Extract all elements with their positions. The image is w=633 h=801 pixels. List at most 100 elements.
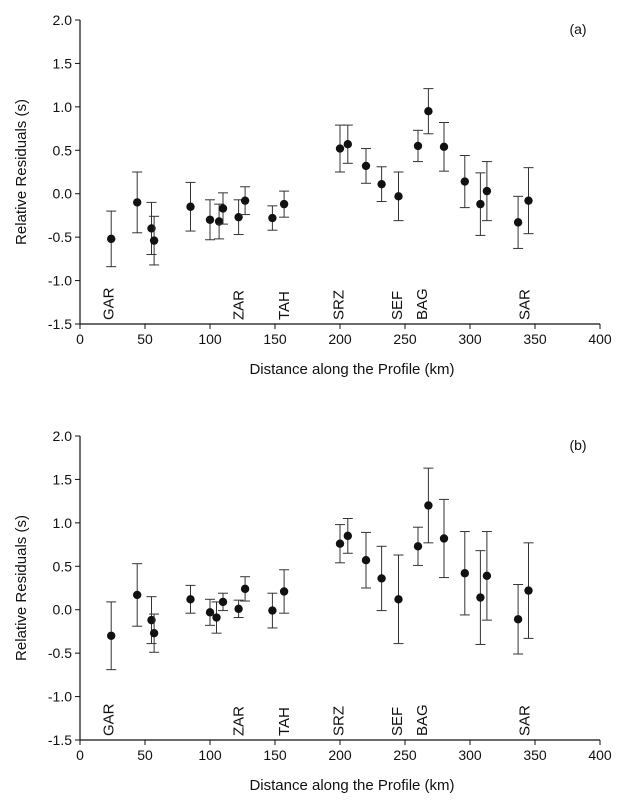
- data-point: [475, 550, 486, 645]
- panel-label: (b): [569, 437, 586, 453]
- data-point: [481, 161, 492, 222]
- point-marker: [205, 608, 215, 617]
- data-point: [393, 171, 404, 222]
- x-axis-label: Distance along the Profile (km): [249, 777, 454, 794]
- y-tick-label: -1.0: [48, 273, 72, 289]
- point-marker: [335, 539, 345, 548]
- data-point: [413, 129, 423, 163]
- point-marker: [513, 218, 523, 227]
- data-point: [423, 467, 434, 544]
- point-marker: [240, 196, 250, 205]
- point-marker: [394, 595, 403, 604]
- data-point: [267, 592, 278, 629]
- point-marker: [460, 177, 469, 186]
- station-label-sef: SEF: [389, 291, 406, 320]
- x-tick-label: 100: [198, 331, 222, 347]
- data-point: [439, 121, 449, 172]
- point-marker: [234, 212, 243, 222]
- station-label-srz: SRZ: [331, 706, 348, 736]
- point-marker: [413, 141, 423, 151]
- y-tick-label: 0.0: [53, 186, 73, 202]
- point-marker: [214, 217, 224, 226]
- data-point: [146, 201, 157, 256]
- data-point: [240, 186, 251, 216]
- data-point: [267, 205, 278, 231]
- point-marker: [482, 186, 492, 196]
- data-point: [513, 584, 524, 655]
- data-point: [376, 545, 387, 612]
- y-tick-label: 1.5: [53, 55, 73, 71]
- point-marker: [361, 161, 371, 171]
- point-marker: [107, 631, 116, 640]
- y-tick-label: -1.0: [48, 689, 72, 705]
- point-marker: [460, 569, 469, 578]
- y-tick-label: 2.0: [53, 12, 73, 28]
- station-label-srz: SRZ: [331, 290, 348, 320]
- point-marker: [212, 613, 221, 622]
- station-label-tah: TAH: [276, 291, 293, 320]
- point-marker: [513, 615, 523, 624]
- point-marker: [343, 531, 352, 541]
- point-marker: [218, 597, 228, 607]
- station-label-zar: ZAR: [231, 706, 248, 736]
- chart-panel-b: -1.5 -1.0 -0.5 0.0 0.5 1.0 1.5 2.0 0 50 100 150 200 2…: [13, 428, 612, 794]
- data-point: [211, 601, 222, 634]
- data-point: [439, 498, 449, 579]
- y-tick-label: -0.5: [48, 229, 72, 245]
- data-point: [342, 124, 353, 164]
- y-tick-label: -1.5: [48, 732, 72, 748]
- data-point: [361, 531, 371, 589]
- panel-label: (a): [569, 21, 586, 37]
- data-point: [475, 172, 486, 236]
- data-point: [149, 613, 160, 653]
- x-tick-label: 400: [588, 331, 612, 347]
- point-marker: [413, 542, 423, 551]
- station-label-sef: SEF: [389, 707, 406, 736]
- data-point: [132, 171, 143, 234]
- data-point: [279, 190, 290, 218]
- x-tick-label: 300: [458, 747, 482, 763]
- data-point: [106, 210, 117, 268]
- point-marker: [279, 199, 289, 209]
- data-point: [132, 563, 143, 627]
- y-tick-label: 0.5: [53, 558, 73, 574]
- x-tick-label: 350: [523, 747, 547, 763]
- x-tick-label: 350: [523, 331, 547, 347]
- point-marker: [149, 236, 159, 245]
- point-marker: [476, 593, 485, 602]
- y-tick-label: 0.5: [53, 142, 73, 158]
- point-marker: [268, 606, 277, 615]
- point-marker: [218, 204, 228, 213]
- point-marker: [133, 590, 142, 600]
- data-point: [523, 542, 534, 639]
- point-marker: [186, 595, 195, 604]
- data-point: [423, 88, 434, 135]
- data-point: [279, 569, 290, 614]
- y-tick-label: -1.5: [48, 316, 72, 332]
- station-label-bag: BAG: [414, 704, 431, 736]
- point-marker: [394, 192, 403, 201]
- point-marker: [133, 198, 142, 207]
- x-tick-label: 200: [328, 331, 352, 347]
- data-point: [335, 524, 345, 564]
- data-point: [240, 576, 251, 602]
- x-tick-label: 50: [137, 747, 153, 763]
- data-point: [218, 592, 228, 612]
- data-point: [459, 154, 470, 209]
- data-point: [205, 598, 215, 626]
- x-tick-label: 50: [137, 331, 153, 347]
- point-marker: [240, 584, 250, 594]
- point-marker: [524, 196, 533, 205]
- y-tick-label: 2.0: [53, 428, 73, 444]
- y-tick-label: 1.0: [53, 515, 73, 531]
- data-point: [523, 167, 534, 235]
- y-tick-label: 0.0: [53, 602, 73, 618]
- station-label-gar: GAR: [101, 287, 118, 320]
- station-label-tah: TAH: [276, 707, 293, 736]
- data-point: [361, 148, 371, 184]
- data-point: [233, 199, 244, 236]
- y-tick-label: 1.5: [53, 471, 73, 487]
- point-marker: [524, 586, 533, 595]
- point-marker: [377, 574, 386, 583]
